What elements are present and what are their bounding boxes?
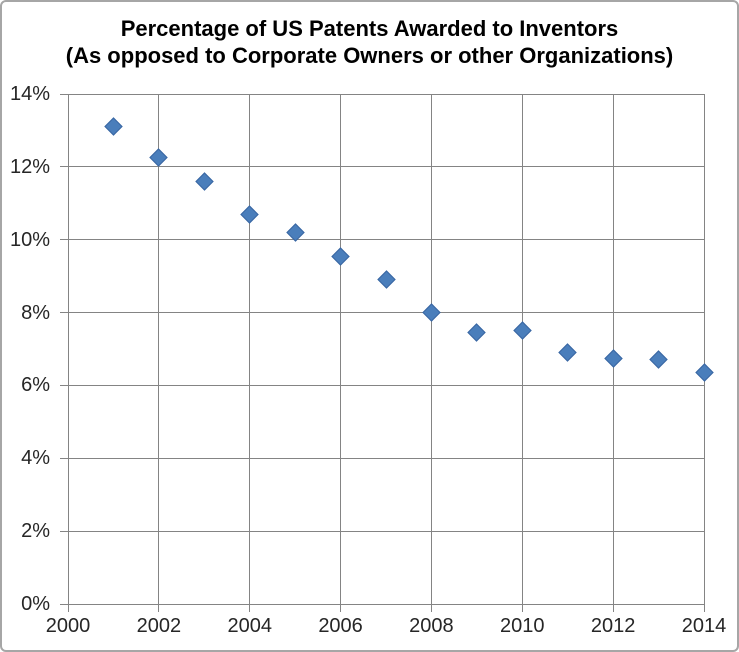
data-point-2009	[467, 323, 487, 342]
y-axis-tick-label: 4%	[21, 447, 50, 470]
x-axis-tick-label: 2008	[409, 615, 454, 637]
x-axis-tick	[158, 604, 160, 612]
x-axis-tick-label: 2010	[500, 615, 545, 637]
gridline-horizontal	[68, 603, 704, 605]
chart-title-line2: (As opposed to Corporate Owners or other…	[65, 43, 674, 68]
gridline-horizontal	[68, 312, 704, 314]
x-axis-tick-label: 2004	[227, 615, 272, 637]
y-axis-tick	[60, 530, 68, 532]
x-axis-tick	[340, 604, 342, 612]
data-point-2002	[149, 148, 169, 167]
gridline-vertical	[67, 94, 69, 604]
x-axis-tick-label: 2014	[681, 615, 727, 637]
y-axis-tick-label: 12%	[9, 155, 50, 178]
data-point-2014	[694, 363, 714, 382]
x-axis-tick-label: 2006	[318, 615, 363, 637]
gridline-horizontal	[68, 530, 704, 532]
data-point-2007	[376, 270, 396, 289]
y-axis-tick-label: 2%	[21, 520, 50, 543]
chart-title: Percentage of US Patents Awarded to Inve…	[2, 15, 737, 69]
gridline-vertical	[521, 94, 523, 604]
x-axis-tick	[521, 604, 523, 612]
y-axis-tick-label: 8%	[21, 301, 50, 324]
x-axis-tick	[612, 604, 614, 612]
gridline-horizontal	[68, 93, 704, 95]
x-axis-tick-label: 2012	[590, 615, 636, 637]
gridline-vertical	[249, 94, 251, 604]
data-point-2004	[240, 205, 259, 224]
y-axis-tick-label: 6%	[21, 374, 50, 397]
gridline-horizontal	[68, 384, 704, 386]
gridline-horizontal	[68, 166, 704, 168]
y-axis-tick	[60, 384, 68, 386]
data-point-2013	[649, 350, 668, 370]
x-axis-tick-label: 2000	[45, 615, 91, 637]
data-point-2006	[331, 246, 350, 266]
y-axis-tick	[60, 93, 68, 95]
y-axis-tick	[60, 603, 68, 605]
gridline-horizontal	[68, 239, 704, 241]
x-axis-tick	[249, 604, 251, 612]
data-point-2008	[422, 303, 441, 322]
y-axis-tick	[60, 457, 68, 459]
data-point-2003	[195, 172, 214, 191]
y-axis-tick-label: 14%	[9, 83, 50, 105]
data-point-2010	[513, 321, 532, 340]
gridline-vertical	[430, 94, 432, 604]
gridline-horizontal	[68, 457, 704, 459]
x-axis-tick-label: 2002	[136, 615, 182, 637]
y-axis-tick	[60, 239, 68, 241]
x-axis-tick	[430, 604, 432, 612]
data-point-2012	[603, 348, 623, 368]
y-axis-tick-label: 10%	[9, 228, 50, 251]
gridline-vertical	[340, 94, 342, 604]
y-axis-tick	[60, 166, 68, 168]
gridline-vertical	[158, 94, 160, 604]
x-axis-tick	[703, 604, 705, 612]
y-axis-tick-label: 0%	[21, 593, 50, 615]
gridline-vertical	[703, 94, 705, 604]
chart-title-line1: Percentage of US Patents Awarded to Inve…	[120, 16, 619, 41]
y-axis-tick	[60, 312, 68, 314]
x-axis-tick	[67, 604, 69, 612]
data-point-2001	[104, 117, 123, 136]
data-point-2011	[558, 343, 577, 362]
